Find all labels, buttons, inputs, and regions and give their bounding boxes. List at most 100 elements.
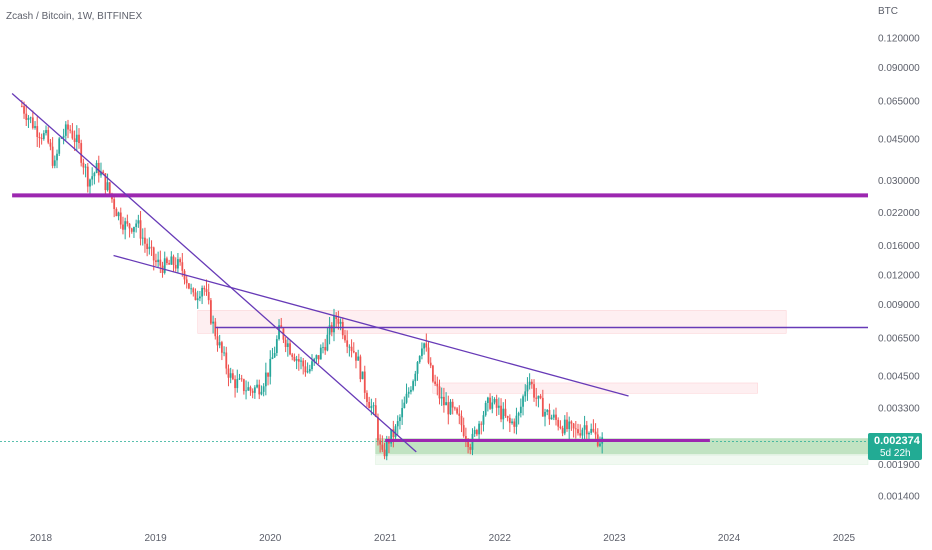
candle-body bbox=[574, 428, 577, 430]
candle-body bbox=[84, 166, 87, 168]
candle-body bbox=[451, 401, 454, 408]
candle-body bbox=[385, 439, 388, 457]
candle-body bbox=[464, 436, 467, 441]
candle-body bbox=[150, 246, 153, 248]
candle-body bbox=[341, 321, 344, 336]
candle-body bbox=[370, 405, 373, 409]
candle-body bbox=[315, 355, 318, 359]
candle-body bbox=[212, 321, 214, 324]
candle-body bbox=[381, 444, 384, 450]
candle-body bbox=[317, 355, 320, 360]
candle-body bbox=[236, 379, 239, 389]
last-price-badge: 0.002374 5d 22h bbox=[868, 433, 922, 460]
candle-body bbox=[418, 355, 421, 363]
candle-body bbox=[399, 417, 401, 422]
candle-body bbox=[533, 384, 535, 398]
price-axis-unit: BTC bbox=[878, 6, 898, 17]
zone-red bbox=[197, 310, 787, 334]
candle-body bbox=[141, 237, 144, 239]
candle-body bbox=[82, 162, 85, 168]
candle-body bbox=[344, 335, 346, 341]
candle-body bbox=[97, 162, 100, 176]
candle-body bbox=[541, 397, 544, 417]
price-axis[interactable]: BTC 0.120000 0.090000 0.065000 0.045000 0.030… bbox=[878, 6, 920, 503]
candle-body bbox=[240, 378, 243, 380]
candle-body bbox=[372, 405, 375, 407]
candle-body bbox=[275, 339, 278, 353]
candle-body bbox=[333, 315, 335, 333]
candle-body bbox=[480, 423, 483, 425]
price-tick-label: 0.004500 bbox=[878, 371, 920, 382]
candle-body bbox=[440, 396, 443, 399]
candle-body bbox=[67, 124, 69, 130]
candle-body bbox=[56, 153, 58, 161]
candle-body bbox=[511, 421, 513, 424]
candle-body bbox=[568, 421, 571, 430]
candle-body bbox=[594, 431, 597, 435]
candle-body bbox=[583, 425, 586, 430]
candle-body bbox=[544, 411, 546, 417]
candle-body bbox=[196, 298, 199, 301]
candle-body bbox=[460, 415, 463, 426]
zone-green_light bbox=[375, 455, 869, 465]
candle-body bbox=[581, 429, 584, 436]
candle-body bbox=[247, 387, 250, 391]
candle-body bbox=[563, 419, 566, 434]
candle-body bbox=[34, 126, 36, 128]
candle-body bbox=[405, 393, 408, 403]
candle-body bbox=[71, 130, 74, 139]
candle-body bbox=[117, 212, 120, 217]
candle-body bbox=[449, 401, 452, 415]
candle-body bbox=[174, 264, 177, 269]
time-axis[interactable]: 2018 2019 2020 2021 2022 2023 2024 2025 bbox=[30, 533, 856, 544]
time-tick-label: 2021 bbox=[374, 533, 397, 544]
candle-body bbox=[293, 356, 296, 361]
candle-body bbox=[396, 421, 399, 427]
candle-body bbox=[159, 259, 162, 266]
candle-body bbox=[414, 373, 417, 382]
candle-body bbox=[469, 447, 472, 450]
candle-body bbox=[458, 413, 461, 416]
candle-body bbox=[40, 137, 43, 139]
candle-body bbox=[49, 142, 52, 147]
candle-body bbox=[31, 117, 34, 128]
candle-body bbox=[177, 259, 179, 269]
candle-body bbox=[337, 318, 340, 324]
candle-body bbox=[432, 365, 434, 382]
candle-body bbox=[383, 449, 386, 457]
candle-body bbox=[467, 440, 469, 448]
candle-body bbox=[394, 426, 397, 438]
time-tick-label: 2023 bbox=[603, 533, 626, 544]
candle-body bbox=[53, 160, 56, 166]
candle-body bbox=[495, 398, 498, 408]
candle-body bbox=[205, 289, 208, 292]
candle-body bbox=[128, 223, 131, 229]
candle-body bbox=[62, 135, 65, 138]
candle-body bbox=[322, 346, 324, 348]
candle-body bbox=[135, 223, 138, 227]
candle-body bbox=[45, 130, 47, 134]
candle-body bbox=[104, 173, 107, 191]
candle-body bbox=[58, 138, 61, 154]
candle-body bbox=[271, 357, 274, 359]
candle-body bbox=[91, 176, 94, 180]
candle-body bbox=[194, 292, 197, 301]
candle-body bbox=[491, 402, 494, 409]
candle-body bbox=[216, 336, 219, 346]
candle-body bbox=[179, 259, 182, 263]
candle-body bbox=[289, 343, 291, 355]
candle-body bbox=[313, 358, 316, 362]
candle-body bbox=[502, 408, 505, 420]
candle-body bbox=[535, 397, 538, 399]
candle-body bbox=[335, 315, 338, 319]
candle-body bbox=[513, 421, 516, 427]
candle-body bbox=[75, 134, 78, 143]
candle-body bbox=[401, 408, 404, 418]
candle-body bbox=[249, 387, 252, 391]
candle-body bbox=[482, 415, 485, 425]
candle-body bbox=[557, 419, 560, 427]
candle-body bbox=[561, 427, 564, 434]
candle-body bbox=[599, 443, 601, 446]
last-price-value: 0.002374 bbox=[874, 435, 921, 447]
